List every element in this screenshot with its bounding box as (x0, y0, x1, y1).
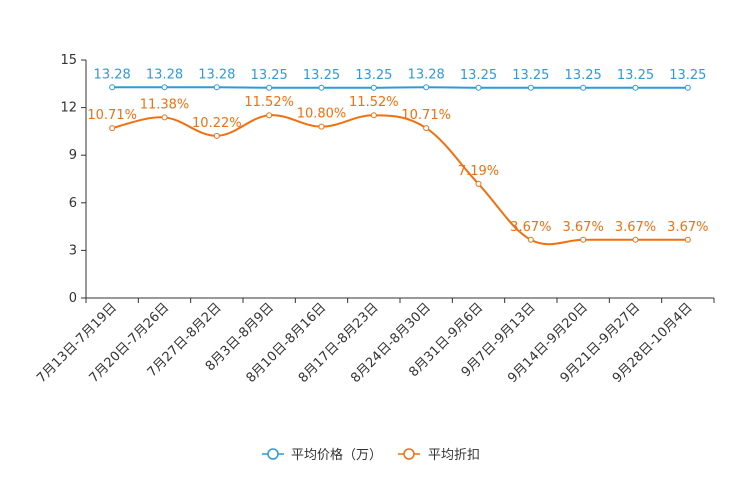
data-label-discount: 10.80% (297, 107, 347, 122)
data-point-price (370, 84, 377, 91)
data-label-discount: 3.67% (667, 220, 708, 235)
data-label-discount: 10.71% (87, 108, 137, 123)
data-label-price: 13.25 (303, 68, 340, 83)
data-point-discount (423, 125, 430, 132)
series-points (109, 84, 691, 243)
legend-marker-discount (403, 448, 415, 460)
data-label-price: 13.25 (460, 68, 497, 83)
y-tick-label: 9 (69, 148, 77, 163)
data-point-price (684, 84, 691, 91)
data-point-discount (527, 236, 534, 243)
data-point-discount (475, 180, 482, 187)
data-label-price: 13.25 (512, 68, 549, 83)
data-point-price (527, 84, 534, 91)
data-label-price: 13.25 (669, 68, 706, 83)
y-tick-label: 0 (69, 291, 77, 306)
data-point-discount (266, 112, 273, 119)
data-point-price (213, 84, 220, 91)
legend-label-price: 平均价格（万） (291, 447, 382, 463)
legend-marker-price (267, 448, 279, 460)
data-point-discount (318, 123, 325, 130)
y-tick-label: 6 (69, 196, 77, 211)
data-label-price: 13.25 (355, 68, 392, 83)
axes: 0 3 6 9 12 15 (60, 53, 715, 306)
data-point-price (109, 84, 116, 91)
data-point-price (318, 84, 325, 91)
data-label-price: 13.28 (198, 67, 235, 82)
y-tick-label: 12 (60, 101, 77, 116)
legend: 平均价格（万） 平均折扣 (262, 447, 480, 463)
y-tick-label: 3 (69, 243, 77, 258)
data-label-discount: 11.52% (349, 95, 399, 110)
data-point-price (266, 84, 273, 91)
data-point-price (423, 84, 430, 91)
data-label-price: 13.28 (146, 67, 183, 82)
data-point-discount (580, 236, 587, 243)
data-label-price: 13.25 (565, 68, 602, 83)
data-label-price: 13.25 (617, 68, 654, 83)
data-point-price (475, 84, 482, 91)
data-label-discount: 3.67% (510, 220, 551, 235)
data-point-discount (213, 132, 220, 139)
data-point-price (161, 84, 168, 91)
legend-label-discount: 平均折扣 (428, 448, 480, 463)
data-label-price: 13.28 (408, 67, 445, 82)
data-point-discount (370, 112, 377, 119)
data-label-discount: 11.38% (140, 97, 190, 112)
data-label-discount: 10.22% (192, 116, 242, 131)
data-point-discount (684, 236, 691, 243)
data-labels: 13.28 13.28 13.28 13.25 13.25 13.25 13.28 13.25… (87, 67, 708, 234)
data-label-discount: 11.52% (244, 95, 294, 110)
data-label-discount: 10.71% (401, 108, 451, 123)
data-label-price: 13.25 (251, 68, 288, 83)
data-label-discount: 7.19% (458, 164, 499, 179)
data-point-price (632, 84, 639, 91)
data-point-price (580, 84, 587, 91)
data-label-discount: 3.67% (563, 220, 604, 235)
data-label-price: 13.28 (94, 67, 131, 82)
x-tick-labels: 7月13日-7月19日7月20日-7月26日7月27日-8月2日8月3日-8月9… (34, 300, 695, 386)
data-point-discount (632, 236, 639, 243)
data-point-discount (109, 125, 116, 132)
series-line-price (112, 86, 688, 89)
data-label-discount: 3.67% (615, 220, 656, 235)
y-tick-label: 15 (60, 53, 77, 68)
data-point-discount (161, 114, 168, 121)
